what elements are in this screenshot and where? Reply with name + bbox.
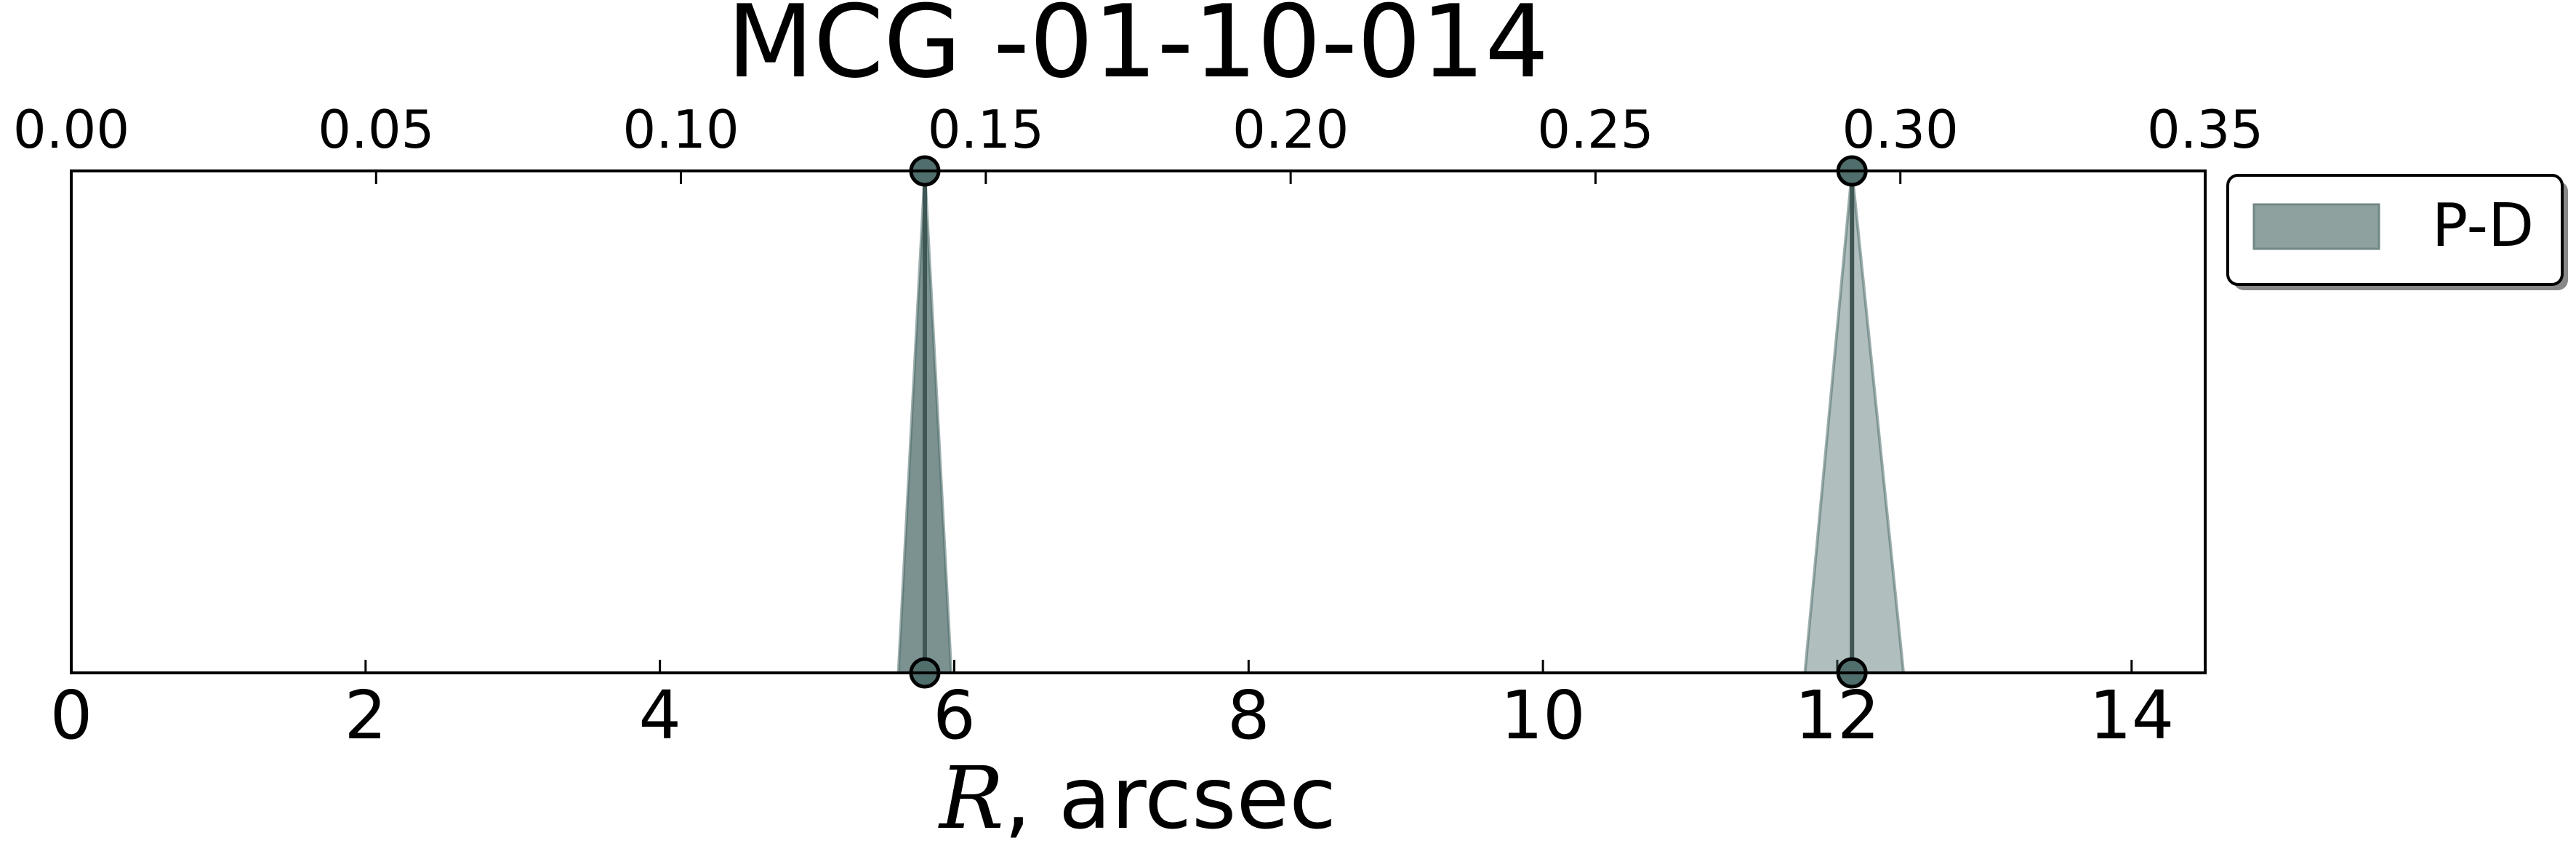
x-axis-label-variable: R	[938, 748, 1004, 848]
bottom-tick-label: 12	[1794, 677, 1879, 754]
top-tick-label: 0.00	[13, 99, 129, 160]
bottom-tick-label: 4	[638, 677, 681, 754]
top-tick-label: 0.25	[1537, 99, 1653, 160]
top-tick-label: 0.10	[622, 99, 739, 160]
legend-box	[2226, 174, 2564, 286]
series-band	[1803, 170, 1906, 674]
top-tick-label: 0.15	[928, 99, 1044, 160]
bottom-tick-label: 10	[1501, 677, 1586, 754]
top-tick-label: 0.20	[1232, 99, 1349, 160]
bottom-tick-label: 6	[933, 677, 976, 754]
x-axis-label: R, arcsec	[938, 748, 1336, 848]
plot-frame	[70, 169, 2207, 674]
chart-title: MCG -01-10-014	[727, 0, 1549, 100]
bottom-tick-label: 14	[2089, 677, 2174, 754]
legend: P-D	[2226, 174, 2568, 290]
top-axis: 0.00 0.05 0.10 0.15 0.20 0.25 0.30 0.35	[13, 99, 2263, 184]
x-axis-label-unit: , arcsec	[1004, 748, 1336, 848]
legend-label: P-D	[2432, 191, 2534, 260]
top-tick-label: 0.05	[318, 99, 434, 160]
top-tick-label: 0.30	[1842, 99, 1959, 160]
bottom-tick-label: 0	[50, 677, 93, 754]
bottom-axis: 0 2 4 6 8 10 12 14	[50, 660, 2174, 754]
bottom-tick-label: 2	[345, 677, 388, 754]
legend-swatch	[2252, 203, 2380, 250]
bottom-tick-label: 8	[1227, 677, 1270, 754]
series-layer	[896, 155, 1906, 689]
top-tick-label: 0.35	[2147, 99, 2263, 160]
